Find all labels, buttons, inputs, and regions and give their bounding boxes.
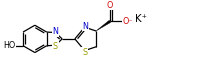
Text: S: S <box>82 48 87 57</box>
Polygon shape <box>96 20 110 31</box>
Text: S: S <box>53 42 58 51</box>
Text: O⁻: O⁻ <box>122 17 132 26</box>
Text: N: N <box>82 22 88 31</box>
Text: HO: HO <box>3 41 15 50</box>
Text: O: O <box>106 1 113 10</box>
Text: N: N <box>52 27 58 36</box>
Text: K⁺: K⁺ <box>135 14 146 24</box>
